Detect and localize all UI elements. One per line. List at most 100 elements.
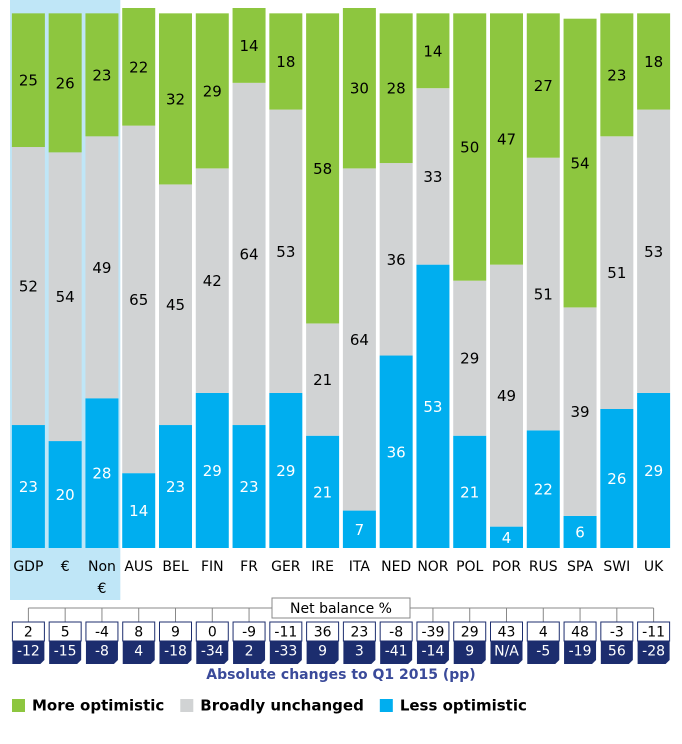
net-value: -9 [242, 625, 256, 641]
bar-segment [416, 88, 450, 265]
data-label: 64 [240, 245, 259, 263]
data-label: 23 [240, 478, 259, 496]
change-box [380, 641, 413, 664]
data-label: 53 [644, 243, 663, 261]
data-label: 6 [575, 523, 585, 541]
legend-label: Broadly unchanged [200, 697, 364, 715]
bar-segment [122, 8, 156, 126]
change-value: 4 [134, 644, 143, 660]
changes-label: Absolute changes to Q1 2015 (pp) [206, 667, 475, 683]
bar-segment [416, 13, 450, 89]
bar-segment [490, 13, 523, 265]
data-label: 49 [497, 387, 516, 405]
data-label: 51 [607, 264, 626, 282]
bar-segment [11, 147, 45, 426]
data-label: 50 [460, 139, 479, 157]
data-label: 28 [92, 465, 111, 483]
data-label: 29 [276, 462, 295, 480]
net-value: 36 [314, 625, 332, 641]
change-box [159, 641, 192, 664]
change-box [343, 641, 376, 664]
change-box [600, 641, 633, 664]
data-label: 23 [19, 478, 38, 496]
data-label: 14 [129, 502, 148, 520]
data-label: 54 [56, 288, 75, 306]
change-box [12, 641, 45, 664]
change-value: -14 [422, 644, 445, 660]
change-value: 56 [608, 644, 626, 660]
change-box [564, 641, 597, 664]
bar-segment [122, 473, 156, 548]
bar-segment [232, 425, 266, 548]
legend-swatch [12, 699, 25, 712]
data-label: 58 [313, 160, 332, 178]
change-value: -12 [17, 644, 40, 660]
bar-segment [306, 435, 340, 548]
data-label: 53 [276, 243, 295, 261]
change-value: -41 [385, 644, 408, 660]
x-tick-label: GDP [13, 559, 44, 575]
x-tick-label: RUS [528, 559, 558, 575]
bar-segment [453, 280, 487, 436]
x-tick-label: NED [381, 559, 412, 575]
data-label: 32 [166, 90, 185, 108]
bar-segment [379, 13, 413, 164]
data-label: 29 [203, 462, 222, 480]
x-tick-label: UK [643, 559, 664, 575]
x-tick-label: € [60, 559, 70, 575]
net-value: 2 [24, 625, 33, 641]
change-value: 3 [355, 644, 364, 660]
bar-segment [637, 392, 671, 548]
data-label: 29 [644, 462, 663, 480]
legend-label: More optimistic [32, 697, 164, 715]
x-tick-label: SPA [567, 559, 594, 575]
bar-segment [563, 18, 597, 308]
change-box [122, 641, 155, 664]
change-value: N/A [494, 644, 519, 660]
data-label: 36 [387, 443, 406, 461]
bar-segment [306, 13, 340, 324]
bar-segment [453, 435, 487, 548]
data-label: 23 [166, 478, 185, 496]
change-box [490, 641, 523, 664]
change-value: -33 [274, 644, 297, 660]
bar-segment [526, 430, 560, 548]
bar-segment [48, 13, 82, 153]
change-box [85, 641, 118, 664]
x-tick-label: FIN [200, 559, 224, 575]
data-label: 23 [92, 66, 111, 84]
bar-segment [85, 398, 119, 548]
data-label: 14 [423, 42, 442, 60]
data-label: 25 [19, 72, 38, 90]
bar-segment [563, 515, 597, 548]
bar-segment [379, 355, 413, 548]
bar-segment [637, 13, 671, 110]
data-label: 65 [129, 291, 148, 309]
data-label: 21 [460, 483, 479, 501]
bar-segment [637, 109, 671, 393]
bar-segment [490, 264, 523, 527]
bar-segment [490, 526, 523, 548]
bar-segment [85, 136, 119, 399]
change-box [453, 641, 486, 664]
data-label: 53 [423, 398, 442, 416]
bar-segment [159, 13, 192, 185]
data-label: 22 [129, 58, 148, 76]
x-tick-label: FR [240, 559, 258, 575]
bar-segment [269, 13, 303, 110]
change-value: 2 [245, 644, 254, 660]
net-value: 5 [61, 625, 70, 641]
data-label: 33 [423, 168, 442, 186]
change-value: -15 [54, 644, 77, 660]
data-label: 21 [313, 483, 332, 501]
net-balance-title: Net balance % [290, 601, 392, 617]
x-tick-label: SWI [603, 559, 631, 575]
net-value: 23 [350, 625, 368, 641]
x-tick-label: NOR [417, 559, 449, 575]
data-label: 23 [607, 66, 626, 84]
change-value: 9 [318, 644, 327, 660]
bar-segment [232, 82, 266, 426]
bar-segment [11, 425, 45, 548]
